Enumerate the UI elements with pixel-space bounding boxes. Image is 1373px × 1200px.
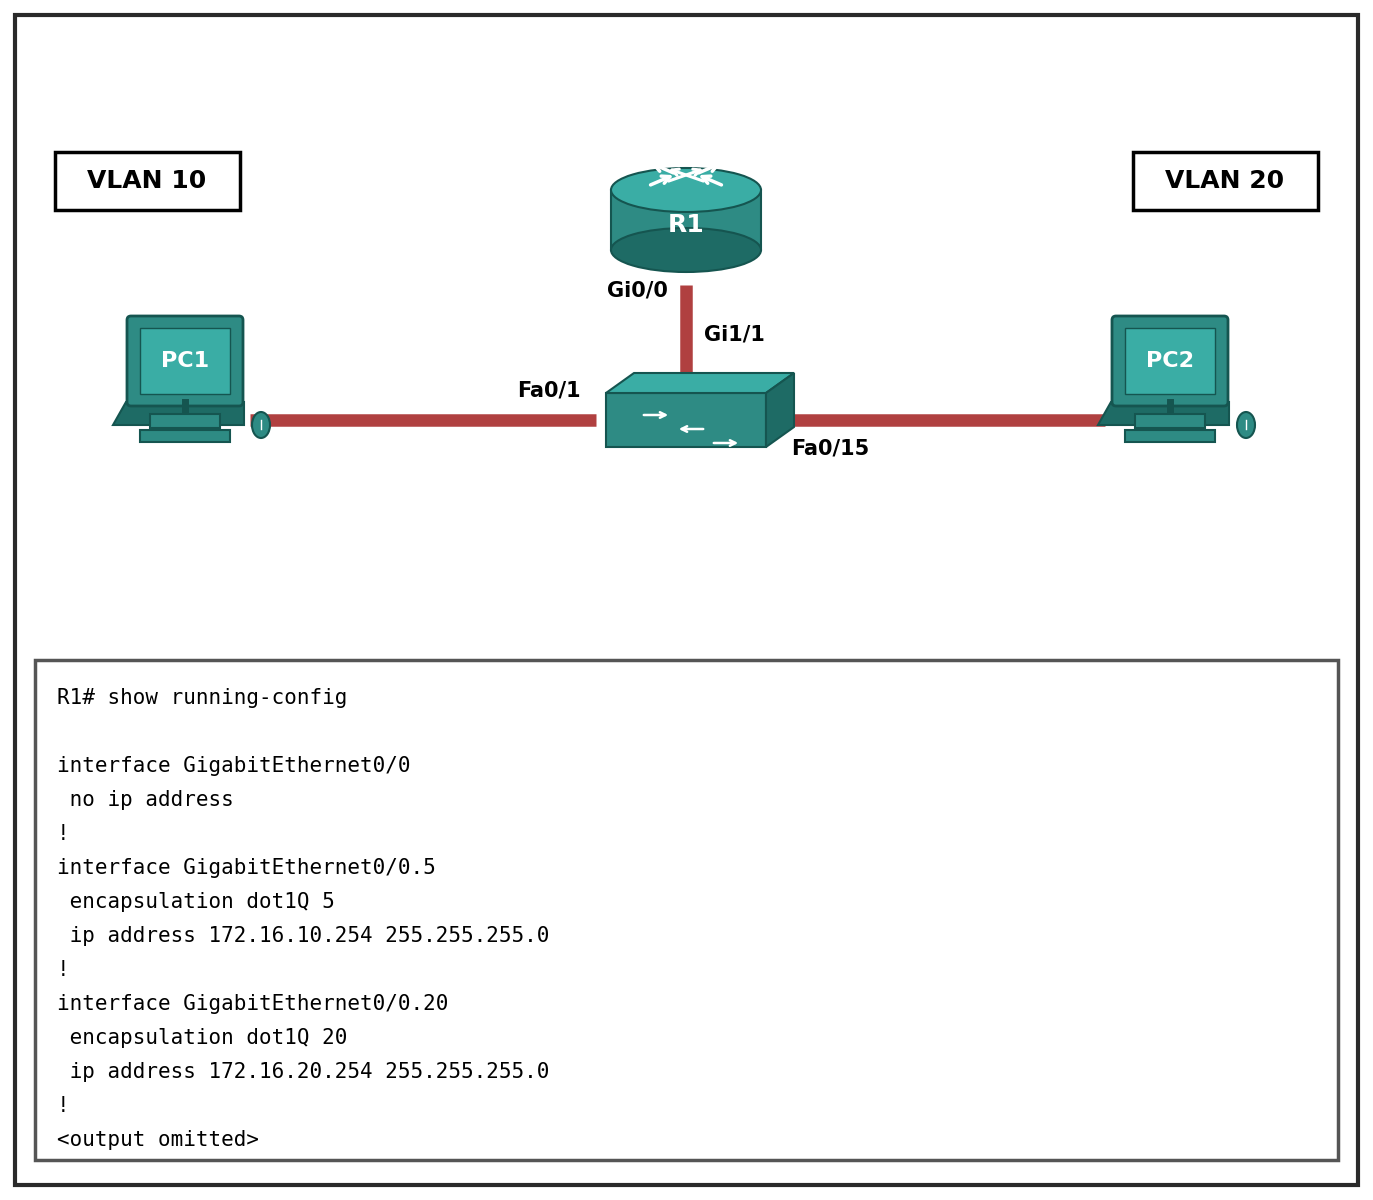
Text: VLAN 20: VLAN 20 xyxy=(1166,169,1285,193)
FancyBboxPatch shape xyxy=(1112,316,1227,406)
FancyBboxPatch shape xyxy=(1133,152,1318,210)
FancyBboxPatch shape xyxy=(34,660,1339,1160)
Text: encapsulation dot1Q 5: encapsulation dot1Q 5 xyxy=(58,892,335,912)
Text: Fa0/1: Fa0/1 xyxy=(518,380,581,400)
FancyBboxPatch shape xyxy=(55,152,240,210)
FancyBboxPatch shape xyxy=(140,328,231,394)
Text: VLAN 10: VLAN 10 xyxy=(88,169,206,193)
Text: ip address 172.16.20.254 255.255.255.0: ip address 172.16.20.254 255.255.255.0 xyxy=(58,1062,549,1082)
Text: !: ! xyxy=(58,960,70,980)
FancyBboxPatch shape xyxy=(1124,430,1215,442)
Text: <output omitted>: <output omitted> xyxy=(58,1130,259,1150)
Text: ip address 172.16.10.254 255.255.255.0: ip address 172.16.10.254 255.255.255.0 xyxy=(58,926,549,946)
FancyBboxPatch shape xyxy=(150,414,220,428)
Ellipse shape xyxy=(253,412,270,438)
Text: R1: R1 xyxy=(667,214,704,236)
Text: Gi1/1: Gi1/1 xyxy=(704,325,765,346)
Text: R1# show running-config: R1# show running-config xyxy=(58,688,347,708)
Text: interface GigabitEthernet0/0.5: interface GigabitEthernet0/0.5 xyxy=(58,858,435,878)
Text: PC1: PC1 xyxy=(161,350,209,371)
Text: interface GigabitEthernet0/0.20: interface GigabitEthernet0/0.20 xyxy=(58,994,449,1014)
Text: PC2: PC2 xyxy=(1146,350,1195,371)
FancyBboxPatch shape xyxy=(140,430,231,442)
Text: Fa0/15: Fa0/15 xyxy=(791,438,869,458)
Text: !: ! xyxy=(58,824,70,844)
FancyBboxPatch shape xyxy=(15,14,1358,1186)
Text: interface GigabitEthernet0/0: interface GigabitEthernet0/0 xyxy=(58,756,411,776)
Ellipse shape xyxy=(1237,412,1255,438)
Polygon shape xyxy=(605,373,794,392)
Text: !: ! xyxy=(58,1096,70,1116)
Text: no ip address: no ip address xyxy=(58,790,233,810)
Polygon shape xyxy=(113,402,244,425)
Ellipse shape xyxy=(611,228,761,272)
Text: encapsulation dot1Q 20: encapsulation dot1Q 20 xyxy=(58,1028,347,1048)
Polygon shape xyxy=(766,373,794,446)
Bar xyxy=(611,190,761,250)
Ellipse shape xyxy=(611,168,761,212)
FancyBboxPatch shape xyxy=(1124,328,1215,394)
Polygon shape xyxy=(605,392,766,446)
FancyBboxPatch shape xyxy=(126,316,243,406)
Polygon shape xyxy=(1098,402,1229,425)
FancyBboxPatch shape xyxy=(1135,414,1205,428)
Text: Gi0/0: Gi0/0 xyxy=(607,280,669,300)
